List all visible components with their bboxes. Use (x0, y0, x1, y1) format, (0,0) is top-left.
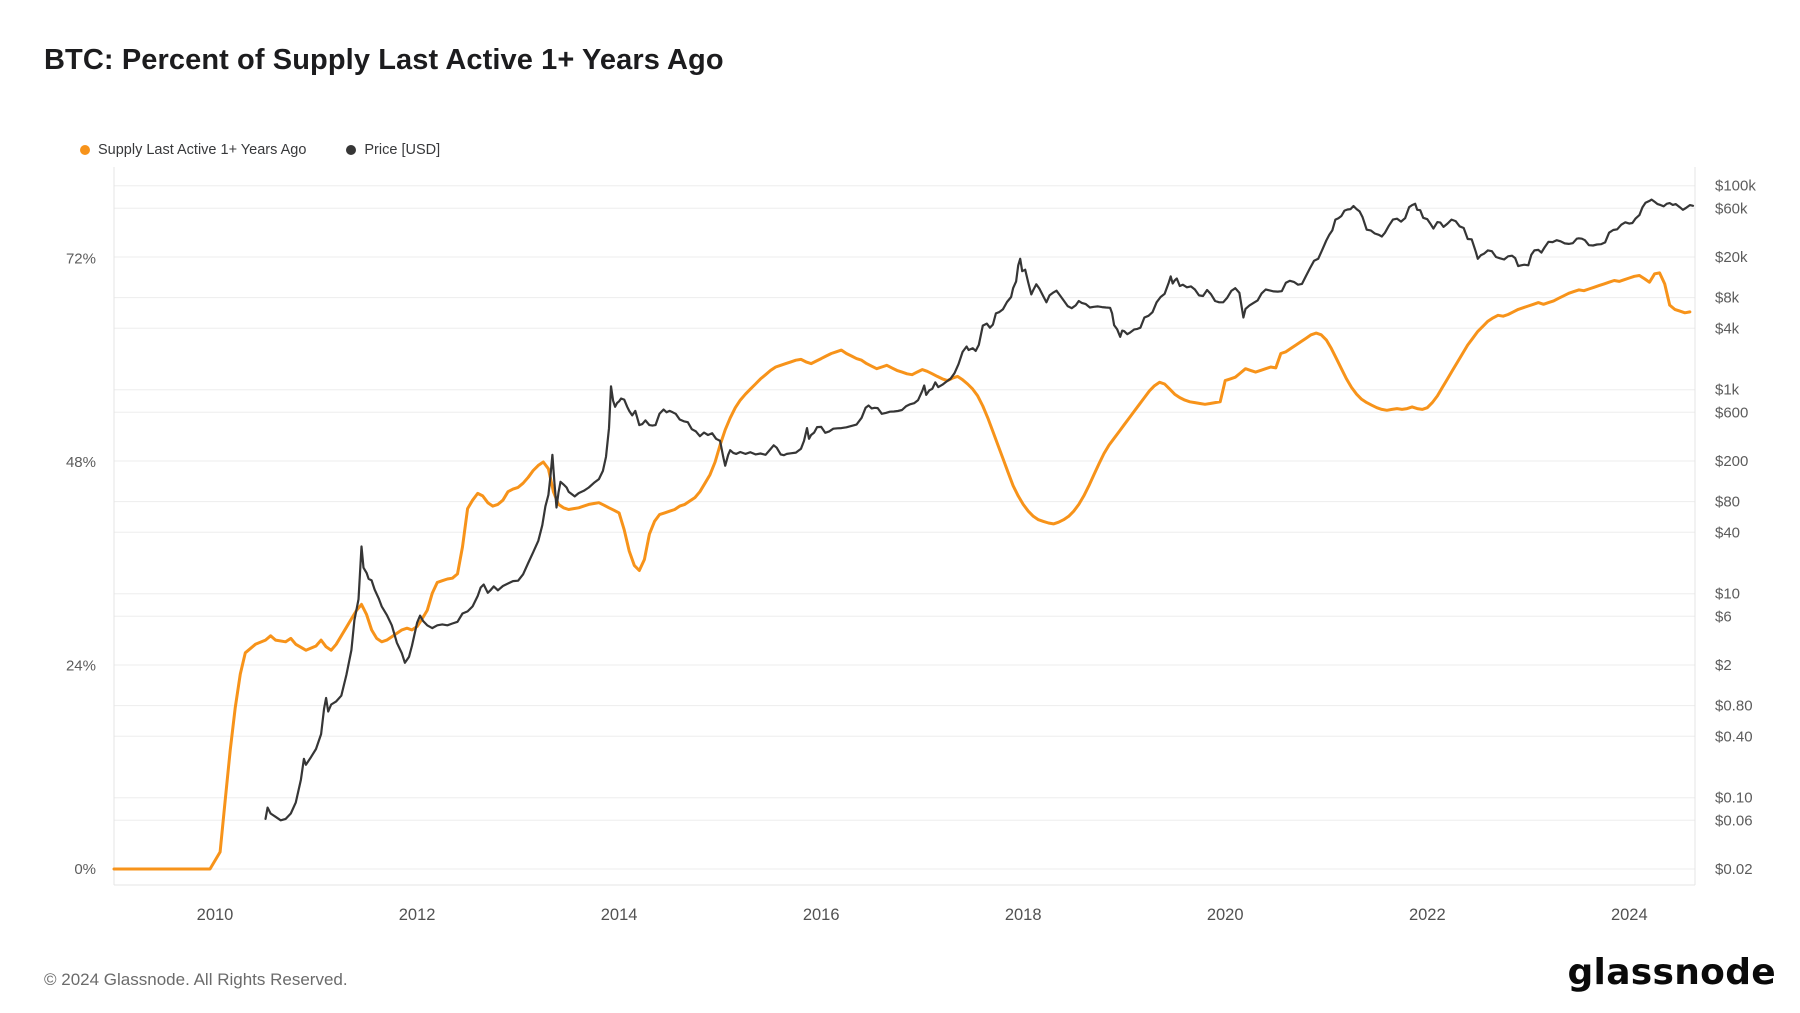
y-axis-right-tick: $200 (1715, 453, 1748, 470)
x-axis-tick: 2020 (1207, 906, 1244, 924)
y-axis-left-tick: 72% (66, 251, 96, 268)
y-axis-left-tick: 24% (66, 658, 96, 675)
y-axis-right-tick: $100k (1715, 178, 1756, 195)
y-axis-right-tick: $600 (1715, 404, 1748, 421)
series-price-line (264, 198, 1695, 822)
y-axis-right-tick: $60k (1715, 200, 1748, 217)
x-axis-tick: 2018 (1005, 906, 1042, 924)
y-axis-right-tick: $20k (1715, 249, 1748, 266)
y-axis-right-tick: $0.02 (1715, 861, 1753, 878)
y-axis-left-tick: 48% (66, 454, 96, 471)
y-axis-right-tick: $0.06 (1715, 812, 1753, 829)
series-supply-line (112, 271, 1692, 871)
legend-item-price[interactable]: Price [USD] (346, 142, 440, 158)
legend-dot-price (346, 145, 357, 155)
legend-label-supply: Supply Last Active 1+ Years Ago (98, 142, 307, 158)
y-axis-right-tick: $0.80 (1715, 698, 1753, 715)
x-axis-tick: 2012 (399, 906, 436, 924)
y-axis-right-tick: $6 (1715, 608, 1732, 625)
y-axis-right-tick: $1k (1715, 382, 1740, 399)
y-axis-right-tick: $2 (1715, 657, 1732, 674)
chart-legend: Supply Last Active 1+ Years Ago Price [U… (80, 142, 440, 158)
y-axis-right-tick: $40 (1715, 524, 1740, 541)
legend-label-price: Price [USD] (364, 142, 441, 158)
x-axis-tick: 2014 (601, 906, 638, 924)
y-axis-right-tick: $4k (1715, 320, 1740, 337)
y-axis-right-tick: $10 (1715, 586, 1740, 603)
x-axis-tick: 2010 (197, 906, 234, 924)
legend-dot-supply (80, 145, 90, 155)
y-axis-right-tick: $80 (1715, 494, 1740, 511)
y-axis-right-tick: $8k (1715, 290, 1740, 307)
x-axis-tick: 2024 (1611, 906, 1648, 924)
y-axis-left-tick: 0% (74, 861, 96, 878)
footer-copyright: © 2024 Glassnode. All Rights Reserved. (44, 970, 348, 989)
x-axis-tick: 2016 (803, 906, 840, 924)
x-axis-tick: 2022 (1409, 906, 1446, 924)
legend-item-supply[interactable]: Supply Last Active 1+ Years Ago (80, 142, 306, 158)
y-axis-right-tick: $0.10 (1715, 790, 1753, 807)
y-axis-right-tick: $0.40 (1715, 728, 1753, 745)
chart-title: BTC: Percent of Supply Last Active 1+ Ye… (44, 44, 724, 76)
glassnode-logo: glassnode (1567, 952, 1776, 993)
